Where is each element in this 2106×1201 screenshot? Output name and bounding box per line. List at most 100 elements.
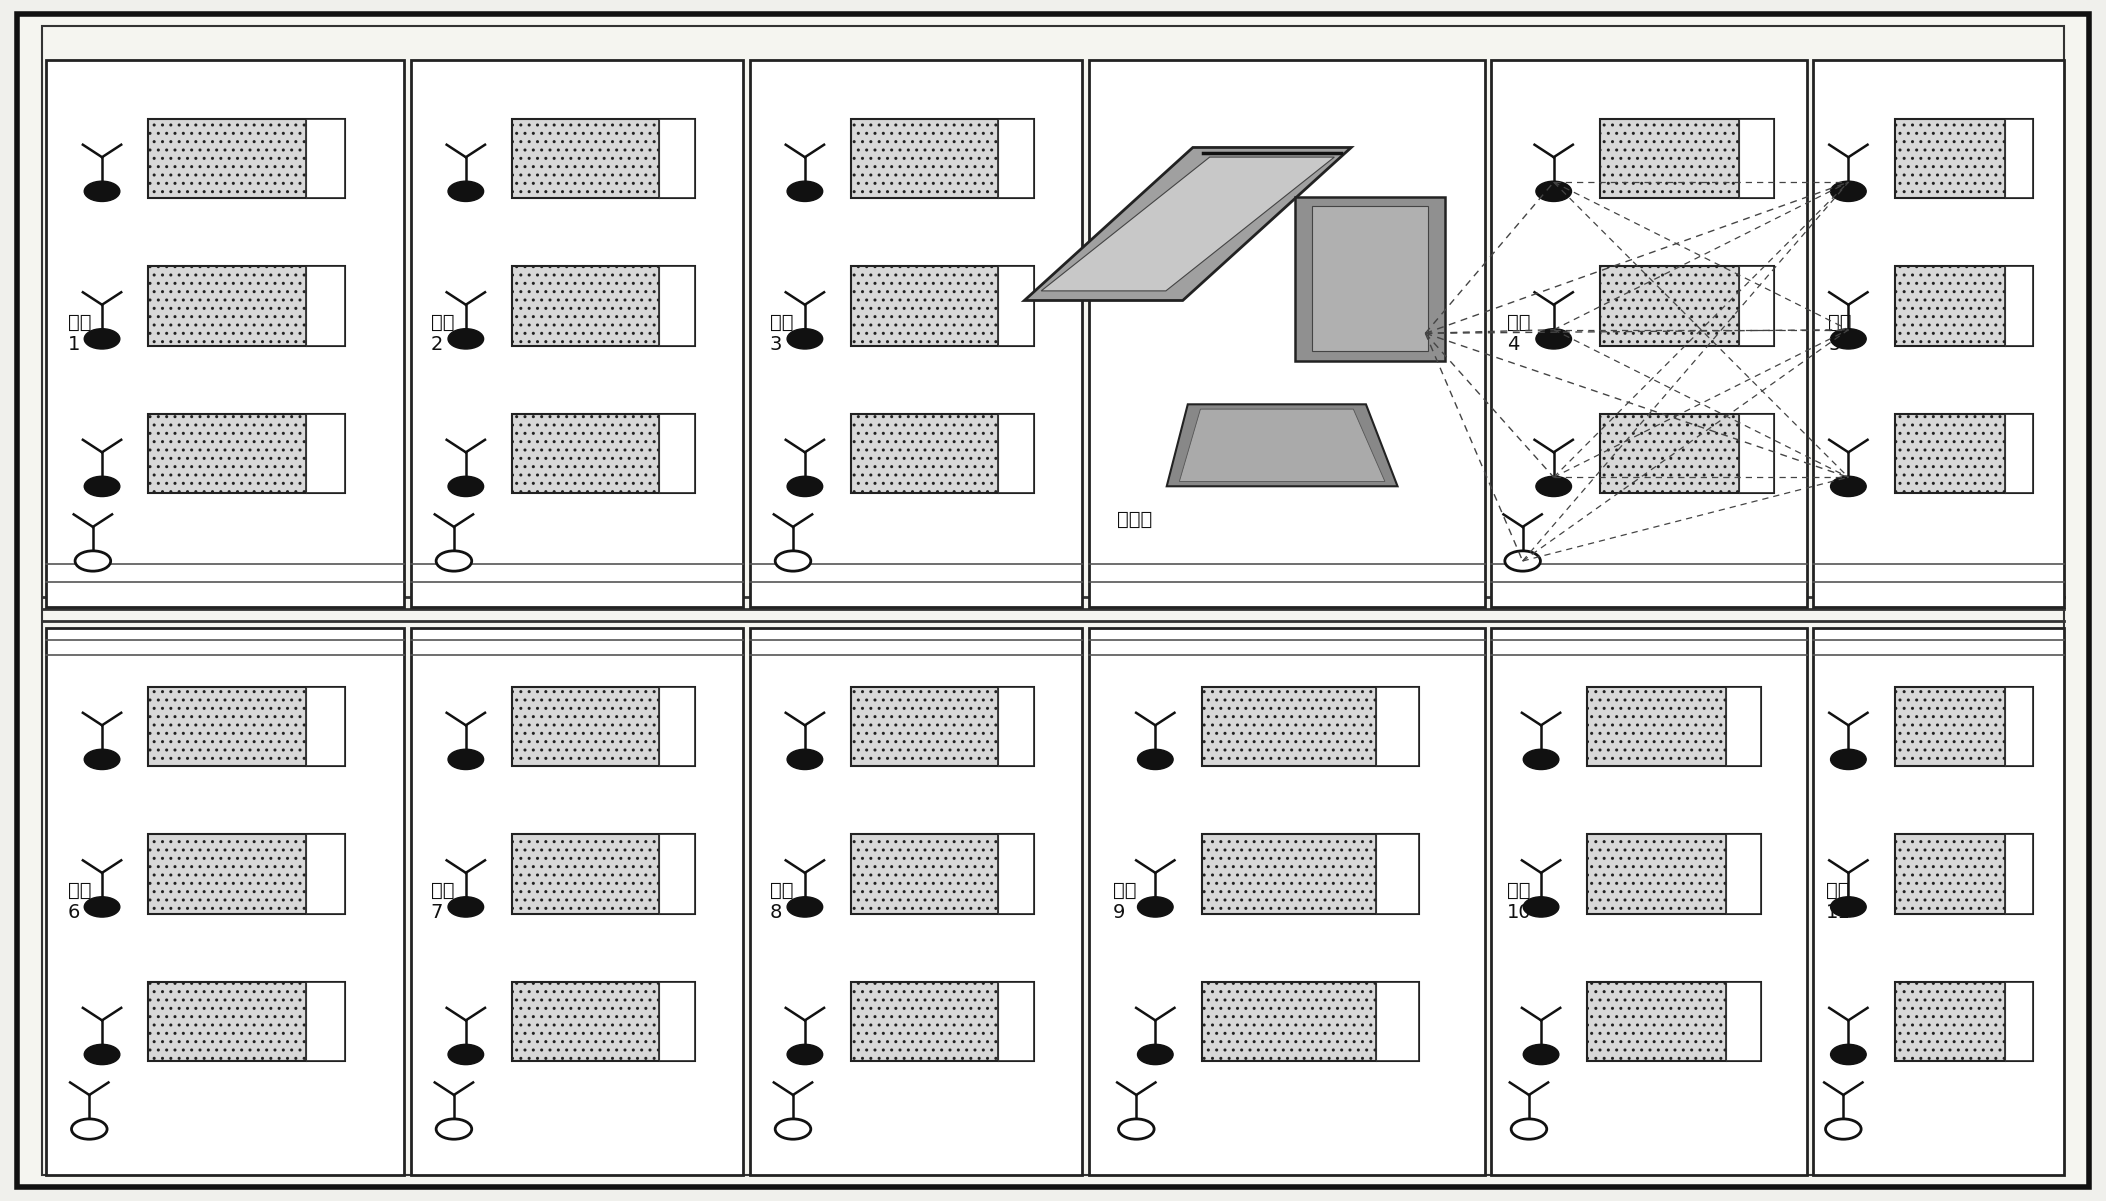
Circle shape [1830, 477, 1866, 496]
FancyBboxPatch shape [998, 414, 1034, 494]
Text: 病房
10: 病房 10 [1506, 880, 1531, 922]
FancyBboxPatch shape [1375, 982, 1419, 1062]
Circle shape [788, 477, 823, 496]
FancyBboxPatch shape [1312, 207, 1428, 351]
Circle shape [1523, 897, 1558, 918]
FancyBboxPatch shape [1813, 628, 2064, 1175]
FancyBboxPatch shape [750, 628, 1082, 1175]
FancyBboxPatch shape [305, 267, 345, 346]
FancyBboxPatch shape [659, 835, 695, 914]
Circle shape [449, 329, 484, 349]
Circle shape [84, 181, 120, 202]
FancyBboxPatch shape [851, 267, 1034, 346]
Circle shape [788, 897, 823, 918]
Circle shape [1137, 1045, 1173, 1064]
FancyBboxPatch shape [1491, 60, 1807, 607]
FancyBboxPatch shape [851, 982, 1034, 1062]
FancyBboxPatch shape [851, 414, 1034, 494]
FancyBboxPatch shape [998, 835, 1034, 914]
Polygon shape [1179, 410, 1386, 482]
Text: 病房
4: 病房 4 [1506, 312, 1531, 354]
Circle shape [84, 897, 120, 918]
FancyBboxPatch shape [305, 982, 345, 1062]
Circle shape [788, 1045, 823, 1064]
Circle shape [1118, 1119, 1154, 1140]
FancyBboxPatch shape [2005, 119, 2032, 198]
Circle shape [775, 551, 811, 572]
FancyBboxPatch shape [659, 687, 695, 766]
FancyBboxPatch shape [46, 628, 404, 1175]
Circle shape [84, 749, 120, 770]
Circle shape [84, 329, 120, 349]
FancyBboxPatch shape [512, 119, 695, 198]
FancyBboxPatch shape [998, 687, 1034, 766]
FancyBboxPatch shape [512, 414, 695, 494]
FancyBboxPatch shape [46, 60, 404, 607]
FancyBboxPatch shape [305, 414, 345, 494]
Circle shape [1830, 749, 1866, 770]
FancyBboxPatch shape [512, 835, 695, 914]
Text: 病房
2: 病房 2 [430, 312, 455, 354]
Text: 护士站: 护士站 [1116, 509, 1152, 528]
FancyBboxPatch shape [1740, 414, 1773, 494]
FancyBboxPatch shape [512, 687, 695, 766]
Circle shape [1826, 1119, 1862, 1140]
Circle shape [1523, 749, 1558, 770]
FancyBboxPatch shape [851, 835, 1034, 914]
FancyBboxPatch shape [512, 267, 695, 346]
Circle shape [1830, 1045, 1866, 1064]
Circle shape [84, 1045, 120, 1064]
Text: 病房
11: 病房 11 [1826, 880, 1851, 922]
Circle shape [788, 329, 823, 349]
Circle shape [436, 1119, 472, 1140]
FancyBboxPatch shape [2005, 982, 2032, 1062]
FancyBboxPatch shape [1588, 982, 1761, 1062]
FancyBboxPatch shape [1727, 982, 1761, 1062]
FancyBboxPatch shape [147, 119, 345, 198]
FancyBboxPatch shape [1895, 267, 2032, 346]
Circle shape [1830, 181, 1866, 202]
FancyBboxPatch shape [659, 267, 695, 346]
Text: 病房
3: 病房 3 [769, 312, 794, 354]
FancyBboxPatch shape [2005, 835, 2032, 914]
Circle shape [1535, 329, 1571, 349]
Circle shape [1830, 897, 1866, 918]
FancyBboxPatch shape [1588, 687, 1761, 766]
FancyBboxPatch shape [1895, 982, 2032, 1062]
FancyBboxPatch shape [1588, 835, 1761, 914]
FancyBboxPatch shape [1203, 835, 1419, 914]
FancyBboxPatch shape [17, 14, 2089, 1187]
FancyBboxPatch shape [1895, 835, 2032, 914]
FancyBboxPatch shape [851, 119, 1034, 198]
FancyBboxPatch shape [1491, 628, 1807, 1175]
FancyBboxPatch shape [147, 267, 345, 346]
FancyBboxPatch shape [305, 687, 345, 766]
FancyBboxPatch shape [1727, 687, 1761, 766]
FancyBboxPatch shape [1740, 267, 1773, 346]
FancyBboxPatch shape [1740, 119, 1773, 198]
Circle shape [449, 181, 484, 202]
Circle shape [1535, 181, 1571, 202]
FancyBboxPatch shape [1375, 835, 1419, 914]
FancyBboxPatch shape [998, 982, 1034, 1062]
Text: 病房
9: 病房 9 [1112, 880, 1135, 922]
Circle shape [788, 749, 823, 770]
FancyBboxPatch shape [2005, 414, 2032, 494]
FancyBboxPatch shape [750, 60, 1082, 607]
Circle shape [449, 1045, 484, 1064]
FancyBboxPatch shape [1601, 267, 1773, 346]
Circle shape [449, 897, 484, 918]
FancyBboxPatch shape [1295, 197, 1445, 360]
Polygon shape [1040, 157, 1335, 291]
Circle shape [436, 551, 472, 572]
Circle shape [76, 551, 112, 572]
FancyBboxPatch shape [851, 687, 1034, 766]
FancyBboxPatch shape [1089, 60, 1485, 607]
FancyBboxPatch shape [1813, 60, 2064, 607]
FancyBboxPatch shape [147, 414, 345, 494]
FancyBboxPatch shape [1727, 835, 1761, 914]
FancyBboxPatch shape [1601, 119, 1773, 198]
Circle shape [449, 749, 484, 770]
FancyBboxPatch shape [305, 835, 345, 914]
FancyBboxPatch shape [2005, 687, 2032, 766]
